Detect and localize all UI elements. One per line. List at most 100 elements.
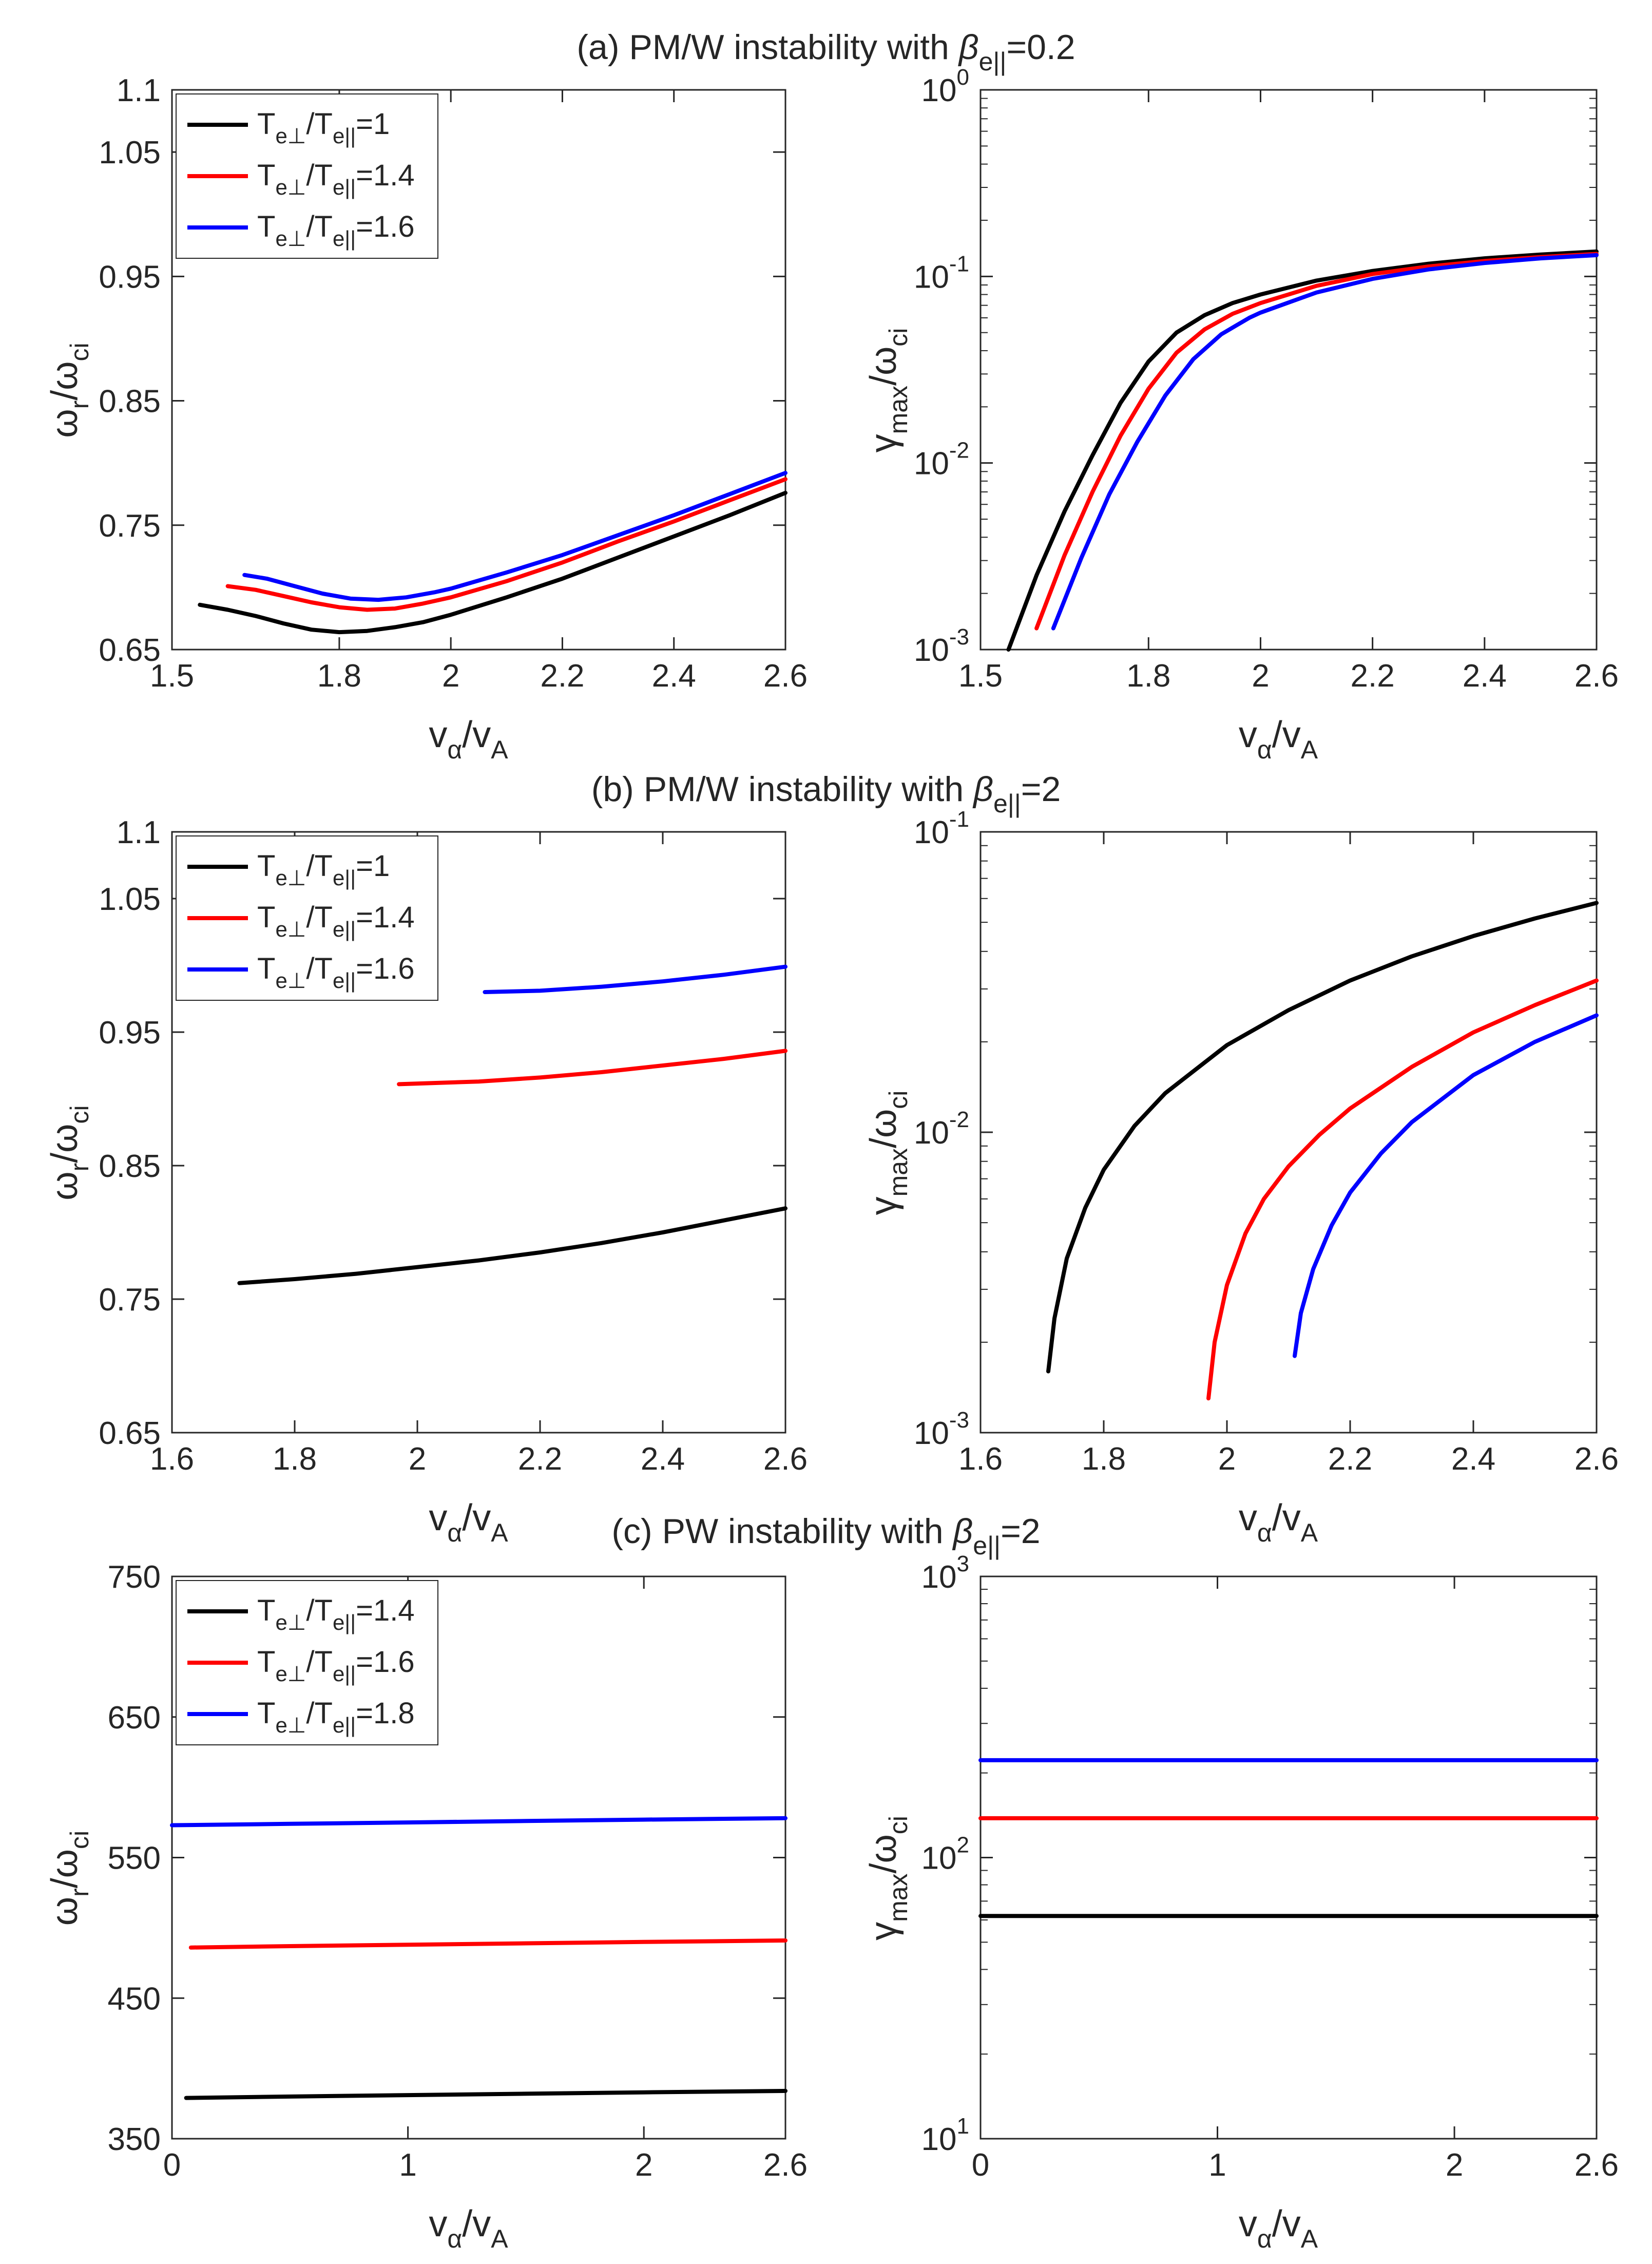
x-axis-label: vα/vA (429, 2203, 508, 2253)
x-tick-label: 2 (1446, 2147, 1463, 2183)
chart-b-left: 1.6 1.8 2 2.2 2.4 2.6 0.65 0.75 0.85 0.95 1.05 1.1 v… (44, 815, 808, 1547)
panel-title-a: (a) PM/W instability with βe||=0.2 (577, 28, 1075, 76)
series-line-red (1206, 978, 1599, 1401)
legend-entry: Te⊥/Te||=1.4 (257, 1594, 415, 1634)
chart-b-right: 1.6 1.8 2 2.2 2.4 2.6 10-3 10-2 10-1 vα/vA γmax/ωc… (863, 807, 1619, 1547)
chart-a-right: 1.5 1.8 2 2.2 2.4 2.6 10-3 10-2 10-1 100 vα/vA γmax… (863, 65, 1619, 764)
x-tick-label: 2.4 (1463, 658, 1507, 694)
x-tick-label: 2 (1252, 658, 1269, 694)
y-axis-label: γmax/ωci (863, 1091, 913, 1215)
x-tick-label: 2.6 (1574, 1441, 1619, 1477)
series-line-black (184, 2088, 787, 2100)
series-line-red (188, 1938, 787, 1950)
x-tick-label: 2 (635, 2147, 652, 2183)
chart-c-left: 0 1 2 2.6 350 450 550 650 750 vα/vA ωr/ωci Te⊥/Te||… (44, 1559, 808, 2253)
y-tick-label: 102 (921, 1833, 969, 1876)
y-tick-label: 350 (108, 2122, 161, 2157)
y-tick-label: 550 (108, 1841, 161, 1876)
legend-entry: Te⊥/Te||=1.6 (257, 952, 415, 993)
series-line-blue (1293, 1013, 1599, 1358)
series-line-black (1006, 249, 1599, 652)
y-tick-label: 0.65 (99, 633, 161, 668)
x-tick-label: 1.6 (150, 1441, 194, 1477)
y-tick-label: 10-3 (914, 1407, 969, 1451)
y-tick-label: 0.85 (99, 1149, 161, 1184)
x-axis-label: vα/vA (1239, 1497, 1318, 1547)
legend-entry: Te⊥/Te||=1.4 (257, 901, 415, 941)
y-tick-label: 450 (108, 1981, 161, 2016)
y-tick-label: 100 (921, 65, 969, 108)
x-axis-label: vα/vA (429, 714, 508, 764)
legend-entry: Te⊥/Te||=1 (257, 107, 390, 148)
y-axis-label: γmax/ωci (863, 1816, 913, 1940)
panel-title-b: (b) PM/W instability with βe||=2 (591, 770, 1061, 818)
y-tick-label: 10-1 (914, 251, 969, 295)
x-tick-label: 2.2 (540, 658, 584, 694)
series-line-blue (170, 1816, 787, 1828)
x-tick-label: 2.4 (641, 1441, 685, 1477)
y-tick-label: 0.85 (99, 384, 161, 420)
x-axis-label: vα/vA (429, 1497, 508, 1547)
y-tick-label: 10-3 (914, 624, 969, 668)
axes-box (979, 1575, 1598, 2140)
legend-entry: Te⊥/Te||=1.6 (257, 1645, 415, 1686)
x-tick-label: 2.2 (1351, 658, 1395, 694)
y-tick-label: 10-1 (914, 807, 969, 850)
x-tick-label: 0 (972, 2147, 989, 2183)
legend: Te⊥/Te||=1 Te⊥/Te||=1.4 Te⊥/Te||=1.6 (176, 93, 438, 259)
series-line-red (1034, 252, 1599, 631)
x-tick-label: 2.6 (1574, 2147, 1619, 2183)
y-axis-label: ωr/ωci (44, 1831, 94, 1926)
y-tick-label: 1.05 (99, 882, 161, 917)
y-axis-label: ωr/ωci (44, 1105, 94, 1200)
series-line-red (397, 1049, 787, 1087)
y-tick-label: 1.05 (99, 135, 161, 170)
y-tick-label: 750 (108, 1559, 161, 1595)
series-line-black (198, 490, 787, 635)
x-tick-label: 1.5 (958, 658, 1003, 694)
panel-title-c: (c) PW instability with βe||=2 (611, 1512, 1040, 1560)
x-tick-label: 2 (409, 1441, 426, 1477)
x-tick-label: 1.8 (317, 658, 361, 694)
x-tick-label: 1.8 (1126, 658, 1170, 694)
x-tick-label: 2.4 (1451, 1441, 1495, 1477)
series-line-black (1046, 901, 1599, 1374)
series-line-black (237, 1206, 787, 1285)
x-tick-label: 2 (1218, 1441, 1236, 1477)
series-line-blue (1051, 253, 1599, 631)
y-tick-label: 650 (108, 1700, 161, 1736)
y-tick-label: 1.1 (117, 815, 161, 850)
x-axis-label: vα/vA (1239, 714, 1318, 764)
legend: Te⊥/Te||=1.4 Te⊥/Te||=1.6 Te⊥/Te||=1.8 (176, 1580, 438, 1745)
x-tick-label: 1 (1208, 2147, 1226, 2183)
x-tick-label: 1.8 (1082, 1441, 1126, 1477)
y-tick-label: 10-2 (914, 1107, 969, 1151)
series-line-blue (483, 964, 787, 994)
x-tick-label: 2.2 (518, 1441, 562, 1477)
x-tick-label: 1.8 (273, 1441, 317, 1477)
axes-box (979, 831, 1598, 1434)
y-tick-label: 0.75 (99, 1282, 161, 1318)
legend-entry: Te⊥/Te||=1.6 (257, 210, 415, 251)
series-line-red (225, 477, 787, 612)
x-tick-label: 1 (399, 2147, 416, 2183)
x-tick-label: 2 (442, 658, 459, 694)
legend-entry: Te⊥/Te||=1.4 (257, 159, 415, 199)
y-tick-label: 10-2 (914, 438, 969, 482)
series-line-blue (242, 471, 787, 602)
legend-entry: Te⊥/Te||=1.8 (257, 1697, 415, 1737)
x-tick-label: 2.6 (763, 658, 808, 694)
axes-box (979, 89, 1598, 651)
y-tick-label: 101 (921, 2114, 969, 2157)
x-tick-label: 2.6 (763, 1441, 808, 1477)
x-tick-label: 2.2 (1328, 1441, 1372, 1477)
x-tick-label: 2.4 (652, 658, 696, 694)
legend-entry: Te⊥/Te||=1 (257, 849, 390, 890)
y-tick-label: 0.95 (99, 1015, 161, 1051)
y-tick-label: 103 (921, 1551, 969, 1595)
y-tick-label: 0.65 (99, 1416, 161, 1451)
y-axis-label: γmax/ωci (863, 328, 913, 453)
chart-a-left: 1.5 1.8 2 2.2 2.4 2.6 0.65 0.75 0.85 0.95 1.05 1.1 v… (44, 73, 808, 764)
chart-c-right: 0 1 2 2.6 101 102 103 vα/vA γmax/ωci (863, 1551, 1619, 2253)
